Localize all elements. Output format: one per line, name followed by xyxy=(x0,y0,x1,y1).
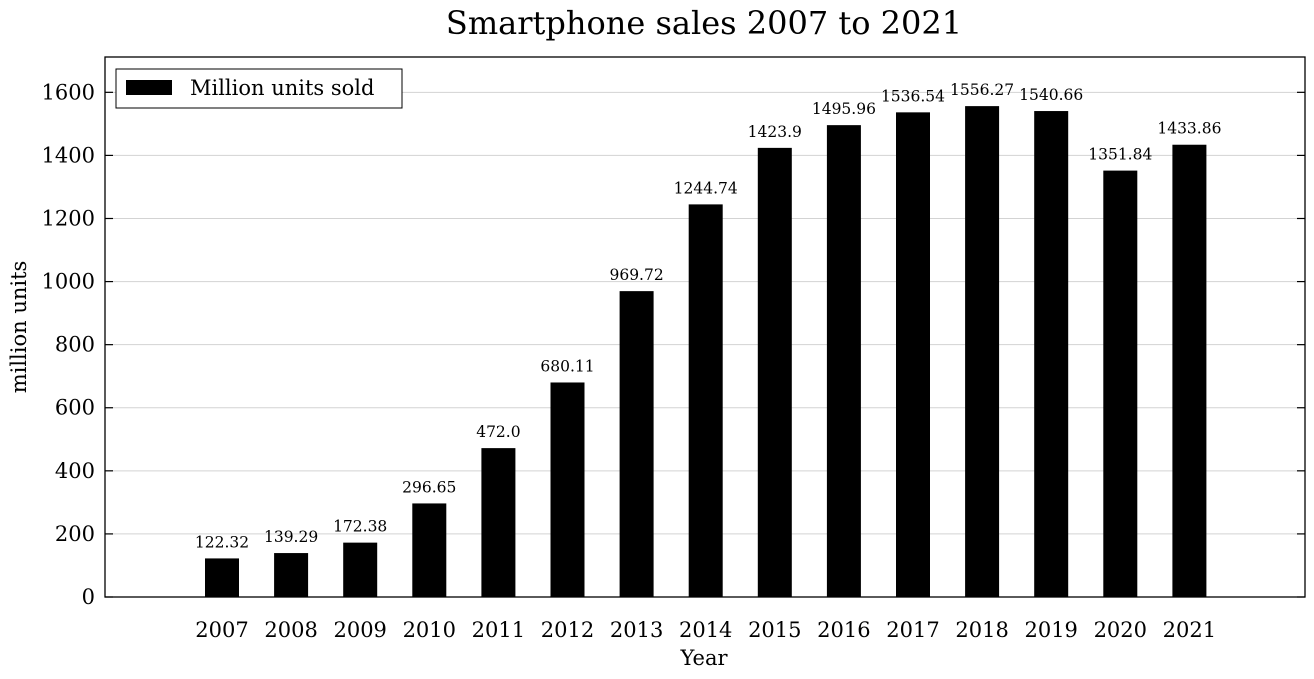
x-axis-label: Year xyxy=(679,646,728,670)
y-tick-label: 200 xyxy=(55,522,95,546)
x-tick-label: 2009 xyxy=(333,618,386,642)
x-tick-label: 2020 xyxy=(1094,618,1147,642)
data-label: 1433.86 xyxy=(1157,120,1221,138)
bar xyxy=(826,125,861,597)
bar xyxy=(412,503,447,597)
data-label: 172.38 xyxy=(333,518,387,536)
plot-frame xyxy=(104,56,1306,598)
x-tick-label: 2014 xyxy=(679,618,732,642)
y-tick-label: 1000 xyxy=(42,270,95,294)
x-tick-label: 2021 xyxy=(1163,618,1216,642)
x-tick-label: 2010 xyxy=(403,618,456,642)
x-tick-label: 2015 xyxy=(748,618,801,642)
data-label: 680.11 xyxy=(540,357,594,375)
data-label: 1556.27 xyxy=(950,81,1014,99)
x-tick-label: 2013 xyxy=(610,618,663,642)
x-tick-label: 2017 xyxy=(886,618,939,642)
x-tick-label: 2012 xyxy=(541,618,594,642)
data-label: 1244.74 xyxy=(674,179,738,197)
bar xyxy=(550,382,585,597)
bar xyxy=(1103,170,1138,597)
data-label: 1536.54 xyxy=(881,87,945,105)
bar xyxy=(757,147,792,597)
y-tick-label: 1200 xyxy=(42,206,95,230)
data-labels: 122.32 139.29 172.38 296.65 472.0 680.11 969.7… xyxy=(195,81,1222,551)
y-tick-label: 400 xyxy=(55,459,95,483)
data-label: 122.32 xyxy=(195,533,249,551)
x-tick-label: 2008 xyxy=(264,618,317,642)
data-label: 139.29 xyxy=(264,528,318,546)
x-tick-label: 2018 xyxy=(955,618,1008,642)
y-tick-label: 600 xyxy=(55,396,95,420)
bar xyxy=(688,204,723,597)
legend-swatch xyxy=(126,80,172,95)
x-tick-label: 2011 xyxy=(472,618,525,642)
data-label: 1351.84 xyxy=(1088,146,1152,164)
bar xyxy=(965,106,1000,597)
x-tick-label: 2007 xyxy=(195,618,248,642)
y-tick-label: 1600 xyxy=(42,80,95,104)
bar xyxy=(343,542,378,597)
data-label: 1423.9 xyxy=(748,123,802,141)
bar xyxy=(1034,111,1069,597)
y-axis-label: million units xyxy=(7,261,31,394)
y-tick-label: 800 xyxy=(55,333,95,357)
legend-label: Million units sold xyxy=(190,76,374,100)
data-label: 472.0 xyxy=(476,423,520,441)
x-tick-label: 2019 xyxy=(1024,618,1077,642)
data-label: 296.65 xyxy=(402,478,456,496)
bar xyxy=(896,112,930,597)
axis-ticks: 0 200 400 600 800 1000 1200 1400 1600 2007 2008 200… xyxy=(42,80,1305,642)
data-label: 1540.66 xyxy=(1019,86,1083,104)
data-label: 1495.96 xyxy=(812,100,876,118)
x-tick-label: 2016 xyxy=(817,618,870,642)
y-tick-label: 0 xyxy=(82,585,95,609)
legend: Million units sold xyxy=(115,68,403,109)
data-label: 969.72 xyxy=(609,266,663,284)
bar xyxy=(1172,144,1207,597)
y-tick-label: 1400 xyxy=(42,143,95,167)
bars xyxy=(205,106,1207,597)
bar xyxy=(481,448,516,597)
chart-title: Smartphone sales 2007 to 2021 xyxy=(446,4,962,42)
bar xyxy=(619,291,654,597)
